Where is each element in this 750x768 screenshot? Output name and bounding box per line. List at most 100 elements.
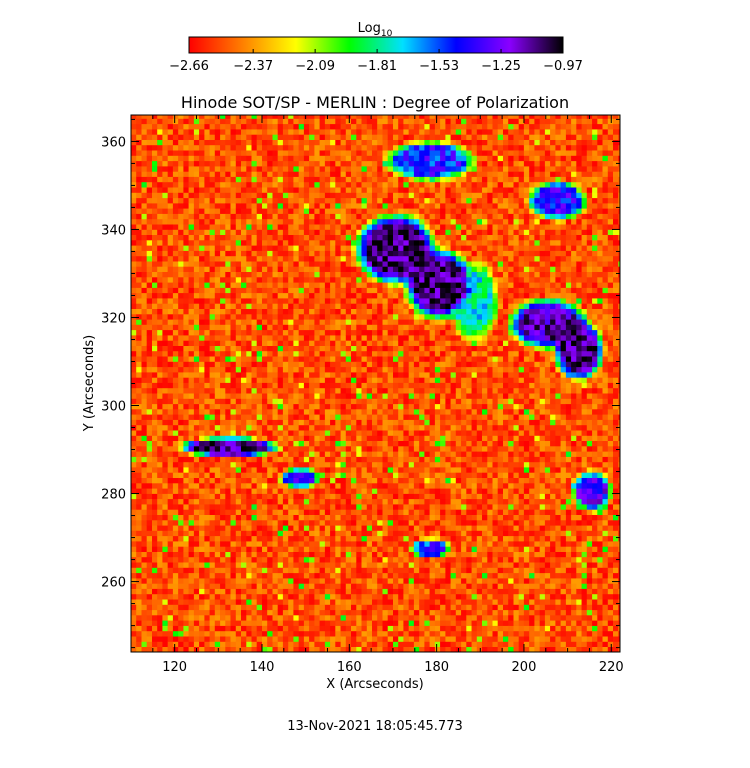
heatmap-cell	[246, 498, 252, 505]
heatmap-cell	[330, 483, 336, 489]
heatmap-cell	[235, 382, 242, 389]
heatmap-cell	[256, 361, 263, 368]
heatmap-cell	[193, 192, 200, 199]
heatmap-cell	[225, 498, 231, 505]
heatmap-cell	[214, 298, 221, 304]
heatmap-cell	[136, 366, 142, 373]
heatmap-cell	[288, 409, 294, 415]
heatmap-cell	[220, 477, 226, 484]
heatmap-cell	[382, 372, 388, 378]
heatmap-cell	[152, 356, 158, 362]
heatmap-cell	[172, 546, 179, 552]
heatmap-cell	[235, 229, 242, 235]
heatmap-cell	[246, 456, 252, 463]
heatmap-cell	[188, 514, 195, 521]
heatmap-cell	[235, 139, 242, 146]
heatmap-cell	[277, 562, 284, 568]
heatmap-cell	[303, 356, 310, 362]
chart-title: Hinode SOT/SP - MERLIN : Degree of Polar…	[181, 93, 569, 112]
heatmap-cell	[183, 139, 189, 146]
heatmap-cell	[136, 361, 142, 368]
heatmap-cell	[361, 139, 367, 146]
heatmap-cell	[193, 271, 200, 278]
heatmap-cell	[172, 292, 179, 299]
heatmap-cell	[377, 366, 383, 373]
heatmap-cell	[361, 646, 367, 652]
heatmap-cell	[277, 166, 284, 172]
heatmap-cell	[178, 509, 184, 515]
heatmap-cell	[288, 245, 294, 251]
heatmap-cell	[277, 255, 284, 262]
heatmap-cell	[262, 477, 268, 484]
heatmap-cell	[335, 456, 341, 463]
heatmap-cell	[319, 430, 326, 436]
heatmap-cell	[366, 562, 373, 568]
heatmap-cell	[152, 498, 158, 505]
heatmap-cell	[330, 139, 336, 146]
heatmap-cell	[157, 403, 163, 410]
heatmap-cell	[172, 372, 179, 378]
heatmap-cell	[188, 609, 195, 616]
heatmap-cell	[293, 372, 299, 378]
heatmap-cell	[272, 319, 278, 325]
heatmap-cell	[277, 345, 284, 352]
heatmap-cell	[204, 303, 210, 309]
heatmap-cell	[241, 203, 247, 209]
heatmap-cell	[188, 472, 195, 478]
heatmap-cell	[351, 498, 357, 505]
heatmap-cell	[141, 509, 147, 515]
heatmap-cell	[256, 123, 263, 130]
heatmap-cell	[209, 419, 216, 426]
heatmap-cell	[172, 419, 179, 426]
heatmap-cell	[251, 578, 257, 584]
heatmap-cell	[246, 615, 252, 621]
heatmap-cell	[241, 129, 247, 135]
heatmap-cell	[262, 562, 268, 568]
heatmap-cell	[282, 218, 289, 225]
heatmap-cell	[262, 609, 268, 616]
heatmap-cell	[262, 271, 268, 278]
heatmap-cell	[309, 250, 315, 257]
heatmap-cell	[351, 171, 357, 177]
heatmap-cell	[246, 139, 252, 146]
heatmap-cell	[141, 398, 147, 405]
heatmap-cell	[199, 403, 205, 410]
heatmap-cell	[314, 308, 320, 315]
heatmap-cell	[157, 150, 163, 156]
heatmap-cell	[167, 197, 174, 204]
heatmap-cell	[282, 255, 289, 262]
heatmap-cell	[267, 604, 273, 611]
heatmap-cell	[314, 250, 320, 257]
heatmap-cell	[303, 456, 310, 463]
heatmap-cell	[131, 636, 137, 642]
heatmap-cell	[230, 208, 236, 214]
heatmap-cell	[152, 615, 158, 621]
heatmap-cell	[314, 403, 320, 410]
heatmap-cell	[309, 604, 315, 611]
heatmap-cell	[282, 166, 289, 172]
heatmap-cell	[220, 562, 226, 568]
heatmap-cell	[183, 509, 189, 515]
heatmap-cell	[214, 361, 221, 368]
heatmap-cell	[230, 424, 236, 431]
heatmap-cell	[335, 176, 341, 183]
heatmap-cell	[199, 488, 205, 494]
heatmap-cell	[141, 424, 147, 431]
heatmap-cell	[293, 192, 299, 199]
heatmap-cell	[272, 340, 278, 346]
heatmap-cell	[309, 277, 315, 283]
heatmap-cell	[356, 556, 362, 563]
heatmap-cell	[372, 451, 378, 457]
heatmap-cell	[293, 271, 299, 278]
heatmap-cell	[377, 604, 383, 611]
heatmap-cell	[262, 345, 268, 352]
heatmap-cell	[220, 382, 226, 389]
heatmap-cell	[361, 150, 367, 156]
heatmap-cell	[225, 630, 231, 637]
heatmap-cell	[366, 245, 373, 251]
heatmap-cell	[288, 620, 294, 626]
heatmap-cell	[372, 292, 378, 299]
heatmap-cell	[256, 593, 263, 600]
heatmap-cell	[366, 588, 373, 595]
heatmap-cell	[324, 345, 331, 352]
